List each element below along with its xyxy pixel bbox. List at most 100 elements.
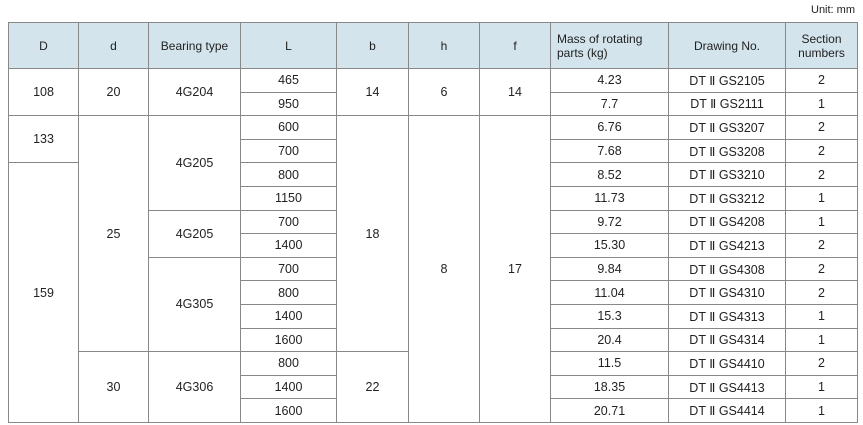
- cell-L: 1400: [240, 233, 337, 258]
- cell-d: 30: [78, 351, 149, 423]
- table-row: 108 20 4G204 465 14 6 14 4.23 DT Ⅱ GS2105 2: [8, 67, 858, 117]
- cell-drawing: DT Ⅱ GS3210: [668, 162, 786, 187]
- cell-L: 700: [240, 256, 337, 282]
- cell-b: 22: [336, 351, 409, 423]
- header-h: h: [408, 22, 480, 69]
- cell-mass: 15.30: [550, 233, 669, 258]
- cell-mass: 20.71: [550, 398, 669, 423]
- table-row: 1400 18.35 DT Ⅱ GS4413 1: [9, 374, 858, 400]
- cell-section: 1: [785, 303, 858, 329]
- cell-drawing: DT Ⅱ GS3208: [668, 138, 786, 164]
- cell-section: 2: [785, 115, 858, 140]
- cell-L: 1600: [240, 327, 337, 353]
- cell-section: 1: [785, 209, 858, 235]
- cell-L: 950: [240, 91, 337, 117]
- cell-drawing: DT Ⅱ GS4208: [668, 209, 786, 235]
- table-row: 700 7.68 DT Ⅱ GS3208 2: [9, 138, 858, 164]
- cell-section: 1: [785, 185, 858, 211]
- cell-mass: 9.84: [550, 256, 669, 282]
- cell-L: 800: [240, 351, 337, 376]
- cell-section: 2: [785, 280, 858, 305]
- header-b: b: [336, 22, 409, 69]
- unit-label: Unit: mm: [811, 4, 855, 16]
- header-D: D: [8, 22, 79, 69]
- cell-section: 1: [785, 374, 858, 400]
- cell-L: 800: [240, 280, 337, 305]
- cell-section: 2: [785, 68, 858, 93]
- cell-drawing: DT Ⅱ GS4310: [668, 280, 786, 305]
- cell-d: 25: [78, 115, 149, 353]
- cell-drawing: DT Ⅱ GS4313: [668, 303, 786, 329]
- cell-mass: 15.3: [550, 303, 669, 329]
- cell-mass: 11.73: [550, 185, 669, 211]
- cell-f: 17: [479, 115, 551, 423]
- cell-section: 1: [785, 327, 858, 353]
- header-d: d: [78, 22, 149, 69]
- cell-mass: 4.23: [550, 68, 669, 93]
- cell-drawing: DT Ⅱ GS4414: [668, 398, 786, 423]
- header-row: D d Bearing type L b h f Mass of rotatin…: [8, 22, 858, 69]
- header-f: f: [479, 22, 551, 69]
- cell-section: 2: [785, 351, 858, 376]
- cell-L: 700: [240, 138, 337, 164]
- cell-mass: 9.72: [550, 209, 669, 235]
- bearing-spec-table: D d Bearing type L b h f Mass of rotatin…: [8, 22, 858, 423]
- cell-bearing: 4G204: [148, 67, 241, 117]
- table-row: 159 800 8.52 DT Ⅱ GS3210 2: [8, 162, 858, 423]
- cell-section: 1: [785, 91, 858, 117]
- cell-section: 1: [785, 398, 858, 423]
- table-row: 133 25 4G205 600 18 8 17 6.76 DT Ⅱ GS3207 2: [8, 115, 858, 423]
- cell-section: 2: [785, 233, 858, 258]
- cell-mass: 6.76: [550, 115, 669, 140]
- cell-D: 133: [8, 115, 79, 164]
- table-row: 1150 11.73 DT Ⅱ GS3212 1: [9, 185, 858, 211]
- table-row: 800 11.04 DT Ⅱ GS4310 2: [9, 280, 858, 305]
- cell-L: 1400: [240, 374, 337, 400]
- cell-L: 1600: [240, 398, 337, 423]
- cell-section: 2: [785, 162, 858, 187]
- cell-drawing: DT Ⅱ GS4410: [668, 351, 786, 376]
- cell-f: 14: [479, 67, 551, 117]
- cell-drawing: DT Ⅱ GS2105: [668, 68, 786, 93]
- cell-L: 465: [240, 68, 337, 93]
- header-bearing-type: Bearing type: [148, 22, 241, 69]
- cell-mass: 11.04: [550, 280, 669, 305]
- table-row: 1600 20.71 DT Ⅱ GS4414 1: [9, 398, 858, 423]
- cell-bearing: 4G205: [148, 209, 241, 258]
- cell-d: 20: [78, 67, 149, 117]
- cell-drawing: DT Ⅱ GS4314: [668, 327, 786, 353]
- cell-mass: 20.4: [550, 327, 669, 353]
- header-L: L: [240, 22, 337, 69]
- cell-mass: 11.5: [550, 351, 669, 376]
- table-row: 1400 15.30 DT Ⅱ GS4213 2: [9, 233, 858, 258]
- cell-drawing: DT Ⅱ GS4308: [668, 256, 786, 282]
- cell-drawing: DT Ⅱ GS4413: [668, 374, 786, 400]
- cell-mass: 8.52: [550, 162, 669, 187]
- cell-L: 1400: [240, 303, 337, 329]
- cell-drawing: DT Ⅱ GS3207: [668, 115, 786, 140]
- cell-L: 600: [240, 115, 337, 140]
- header-section: Section numbers: [785, 22, 858, 69]
- table-row: 950 7.7 DT Ⅱ GS2111 1: [9, 91, 858, 117]
- cell-bearing: 4G306: [148, 351, 241, 423]
- cell-bearing: 4G305: [148, 256, 241, 353]
- cell-mass: 7.7: [550, 91, 669, 117]
- cell-bearing: 4G205: [148, 115, 241, 211]
- cell-mass: 18.35: [550, 374, 669, 400]
- header-mass: Mass of rotating parts (kg): [550, 22, 669, 69]
- cell-L: 700: [240, 209, 337, 235]
- cell-L: 800: [240, 162, 337, 187]
- cell-drawing: DT Ⅱ GS3212: [668, 185, 786, 211]
- cell-section: 2: [785, 138, 858, 164]
- table-row: 1600 20.4 DT Ⅱ GS4314 1: [9, 327, 858, 353]
- cell-b: 18: [336, 115, 409, 353]
- cell-h: 6: [408, 67, 480, 117]
- cell-drawing: DT Ⅱ GS2111: [668, 91, 786, 117]
- cell-mass: 7.68: [550, 138, 669, 164]
- cell-b: 14: [336, 67, 409, 117]
- cell-D: 159: [8, 162, 79, 423]
- header-drawing: Drawing No.: [668, 22, 786, 69]
- cell-drawing: DT Ⅱ GS4213: [668, 233, 786, 258]
- table-row: 1400 15.3 DT Ⅱ GS4313 1: [9, 303, 858, 329]
- cell-section: 2: [785, 256, 858, 282]
